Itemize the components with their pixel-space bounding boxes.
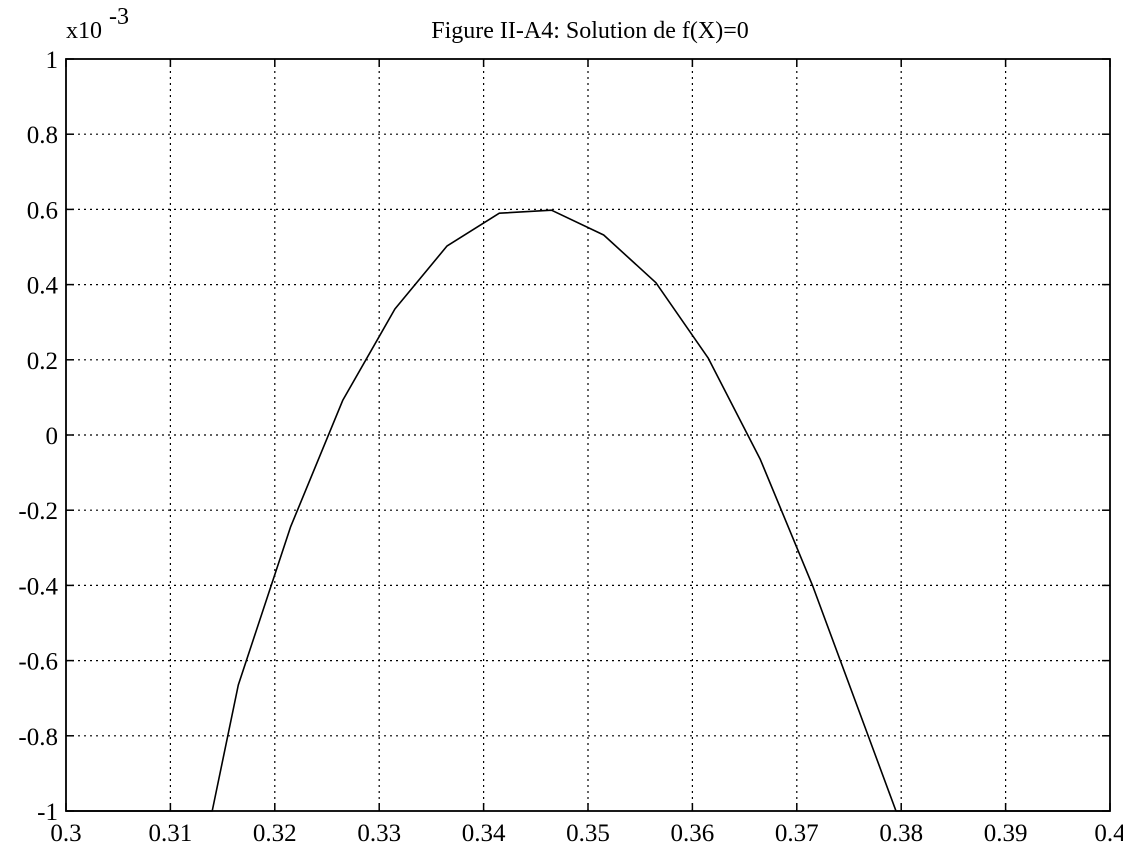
x-tick-label: 0.4 xyxy=(1094,820,1123,847)
y-tick-label: -0.6 xyxy=(18,649,58,676)
series xyxy=(66,209,1110,812)
x-tick-label: 0.36 xyxy=(671,820,715,847)
series-line xyxy=(66,209,1110,812)
x-tick-label: 0.31 xyxy=(149,820,193,847)
y-tick-label: 0.2 xyxy=(27,348,58,375)
axes xyxy=(65,58,1111,812)
y-tick-label: 0 xyxy=(46,423,59,450)
tick-labels: 0.3 0.31 0.32 0.33 0.34 0.35 0.36 0.37 0.38 0.39 0… xyxy=(18,47,1123,847)
y-tick-label: 0.8 xyxy=(27,122,58,149)
y-multiplier: x10 -3 xyxy=(66,4,129,44)
y-tick-label: -0.2 xyxy=(18,498,58,525)
y-tick-label: 0.6 xyxy=(27,197,58,224)
x-tick-label: 0.38 xyxy=(879,820,923,847)
x-tick-label: 0.32 xyxy=(253,820,297,847)
plot-frame xyxy=(65,58,1111,812)
y-tick-label: -0.8 xyxy=(18,724,58,751)
grid xyxy=(66,59,1110,811)
y-multiplier-exponent: -3 xyxy=(109,4,129,30)
x-tick-label: 0.33 xyxy=(357,820,401,847)
x-tick-label: 0.3 xyxy=(50,820,81,847)
x-tick-label: 0.39 xyxy=(984,820,1028,847)
y-multiplier-base: x10 xyxy=(66,18,102,44)
y-tick-label: -1 xyxy=(37,799,58,826)
x-tick-label: 0.35 xyxy=(566,820,610,847)
chart-title: Figure II-A4: Solution de f(X)=0 xyxy=(431,18,748,44)
x-tick-label: 0.37 xyxy=(775,820,819,847)
x-tick-label: 0.34 xyxy=(462,820,506,847)
y-tick-label: -0.4 xyxy=(18,573,58,600)
y-tick-label: 0.4 xyxy=(27,273,59,300)
y-tick-label: 1 xyxy=(46,47,59,74)
